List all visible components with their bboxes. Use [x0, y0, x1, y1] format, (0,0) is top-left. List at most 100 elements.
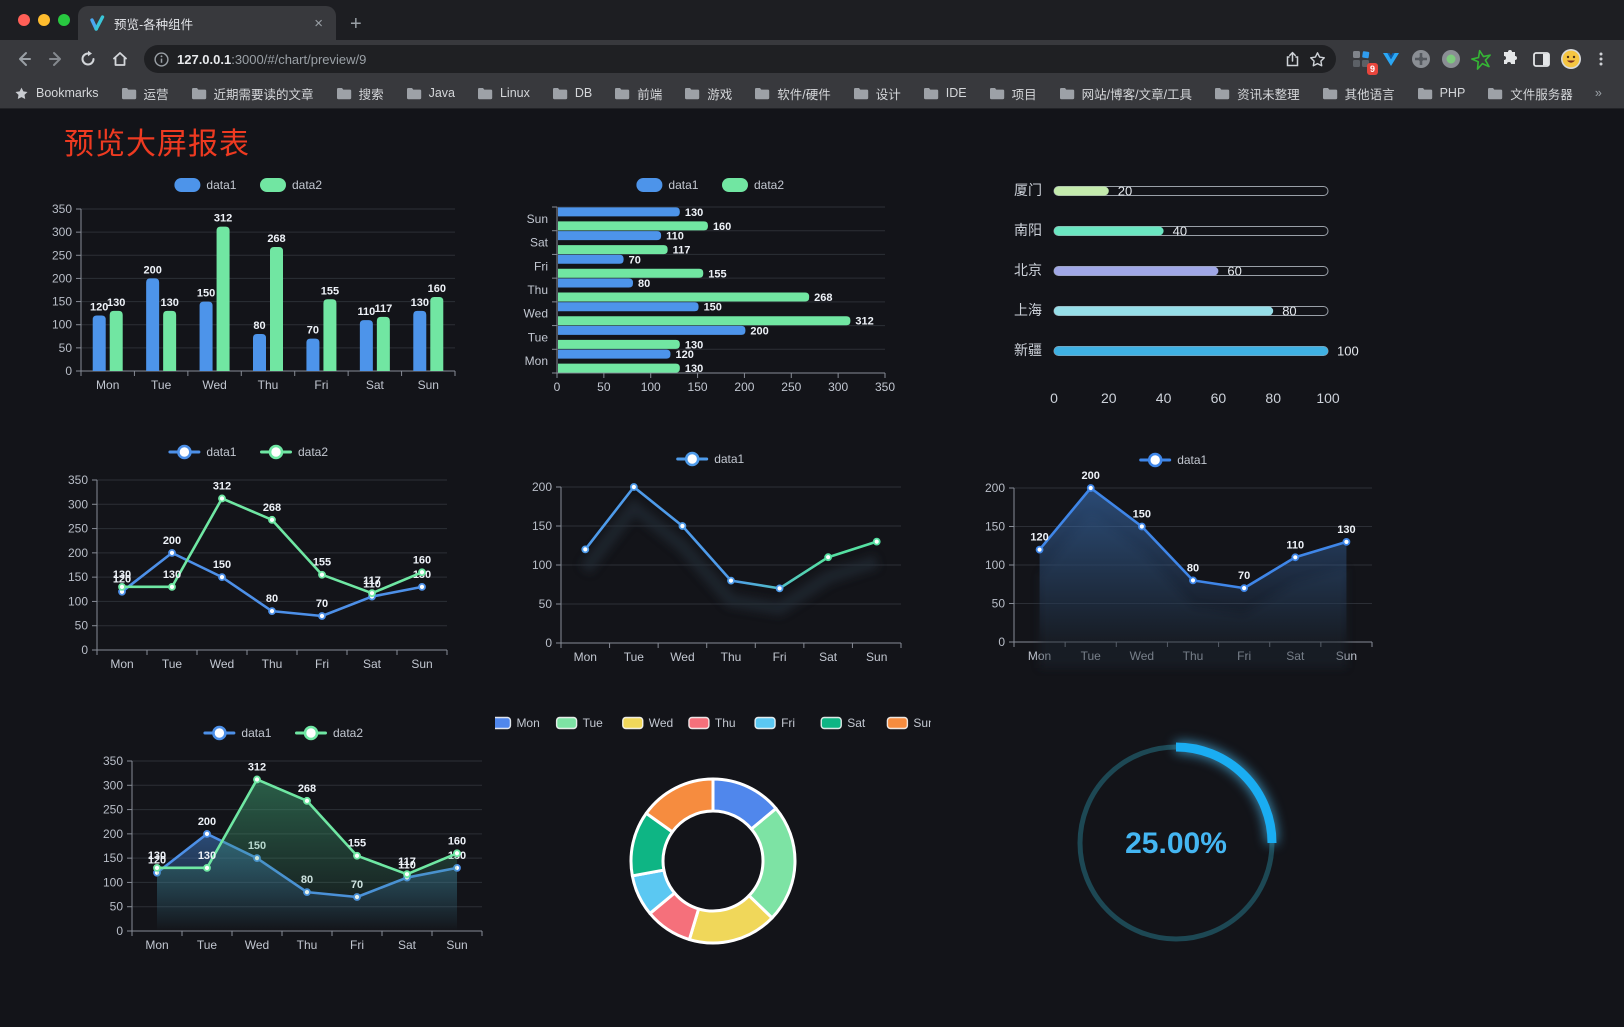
bookmark-folder-13[interactable]: 资讯未整理 — [1214, 84, 1300, 103]
dual-area-chart[interactable]: data1 data2 0 50 100 150 200 250 300 350 Mon Tue Wed… — [80, 717, 492, 970]
svg-text:Fri: Fri — [781, 716, 795, 730]
svg-text:Mon: Mon — [516, 716, 539, 730]
grouped-bar-chart[interactable]: data1 data2 0 50 100 150 200 250 300 350 Mon Tue Wed… — [33, 169, 469, 406]
reload-button[interactable] — [74, 45, 102, 73]
svg-text:200: 200 — [532, 480, 552, 494]
extension-record-icon[interactable] — [1438, 46, 1464, 72]
svg-text:250: 250 — [67, 521, 87, 535]
bookmark-folder-6[interactable]: 前端 — [614, 84, 662, 103]
svg-text:上海: 上海 — [1014, 302, 1042, 318]
bookmark-folder-3[interactable]: Java — [406, 86, 455, 100]
bookmarks-overflow-chevron[interactable]: » — [1594, 86, 1602, 100]
profile-avatar[interactable] — [1558, 46, 1584, 72]
svg-text:100: 100 — [1337, 344, 1359, 359]
svg-text:data1: data1 — [206, 445, 236, 459]
folder-icon — [477, 87, 493, 99]
url-path: :3000/#/chart/preview/9 — [231, 51, 367, 67]
minimize-window-button[interactable] — [38, 14, 50, 26]
svg-text:0: 0 — [116, 924, 123, 938]
svg-text:155: 155 — [312, 556, 330, 568]
svg-text:200: 200 — [734, 380, 754, 394]
bookmark-folder-12[interactable]: 网站/博客/文章/工具 — [1059, 84, 1192, 103]
extension-vue-devtools-icon[interactable] — [1378, 46, 1404, 72]
reload-icon — [81, 50, 95, 66]
bookmark-folder-8[interactable]: 软件/硬件 — [754, 84, 831, 103]
extension-tiles-icon[interactable]: 9 — [1348, 46, 1378, 75]
svg-text:Mon: Mon — [145, 938, 168, 952]
svg-text:Wed: Wed — [670, 650, 694, 664]
svg-text:70: 70 — [1238, 570, 1250, 582]
svg-text:Sat: Sat — [362, 657, 381, 671]
bookmark-folder-11[interactable]: 项目 — [989, 84, 1037, 103]
bookmarks-star-icon — [15, 87, 28, 99]
url-bar[interactable]: 127.0.0.1:3000/#/chart/preview/9 — [144, 45, 1336, 73]
folder-icon — [923, 87, 938, 99]
svg-text:data1: data1 — [206, 178, 236, 192]
bookmark-folder-16[interactable]: 文件服务器 — [1487, 84, 1573, 103]
svg-text:0: 0 — [998, 635, 1005, 649]
gradient-line-chart[interactable]: data1 0 50 100 150 200 Mon Tue Wed Thu Fri Sat Sun — [515, 443, 911, 682]
svg-text:268: 268 — [267, 233, 285, 245]
close-window-button[interactable] — [18, 14, 30, 26]
donut-pie-chart[interactable]: Mon Tue Wed Thu Fri Sat Sun — [489, 707, 935, 980]
bookmark-folder-15[interactable]: PHP — [1417, 86, 1465, 100]
progress-bar-chart[interactable]: 厦门 20 南阳 40 北京 60 上海 80 新疆 100 0 20 40 60 80 100 — [990, 169, 1362, 418]
svg-text:130: 130 — [1337, 523, 1355, 535]
bookmarks-root[interactable]: Bookmarks — [14, 86, 99, 101]
extension-green-star-icon[interactable] — [1468, 46, 1494, 72]
svg-text:350: 350 — [875, 380, 895, 394]
horizontal-bar-chart[interactable]: data1 data2 0 50 100 150 200 250 300 350 Mon 120 130… — [513, 169, 913, 408]
bookmark-folder-2[interactable]: 搜索 — [336, 84, 384, 103]
svg-text:80: 80 — [638, 278, 650, 290]
svg-text:Thu: Thu — [715, 716, 736, 730]
svg-text:北京: 北京 — [1014, 262, 1042, 278]
extensions-puzzle-icon[interactable] — [1498, 46, 1524, 72]
extension-circle-cross-icon[interactable] — [1408, 46, 1434, 72]
svg-text:70: 70 — [315, 598, 327, 610]
svg-text:250: 250 — [102, 802, 122, 816]
home-button[interactable] — [106, 45, 134, 73]
share-icon[interactable] — [1284, 51, 1301, 68]
browser-tab[interactable]: 预览-各种组件 × — [78, 6, 336, 40]
folder-icon — [191, 87, 206, 99]
svg-text:120: 120 — [90, 301, 108, 313]
bookmark-star-icon[interactable] — [1309, 51, 1326, 68]
new-tab-button[interactable]: + — [350, 13, 362, 35]
browser-menu-button[interactable] — [1588, 46, 1614, 72]
tab-close-button[interactable]: × — [314, 14, 323, 32]
bookmark-folder-1[interactable]: 近期需要读的文章 — [191, 84, 314, 103]
back-button[interactable] — [10, 45, 38, 73]
side-panel-icon[interactable] — [1528, 46, 1554, 72]
svg-text:Tue: Tue — [196, 938, 217, 952]
bookmark-folder-9[interactable]: 设计 — [853, 84, 901, 103]
svg-text:100: 100 — [102, 875, 122, 889]
svg-text:Wed: Wed — [202, 378, 226, 392]
svg-text:Sat: Sat — [847, 716, 866, 730]
bookmark-folder-5[interactable]: DB — [552, 86, 592, 100]
bookmark-folder-14[interactable]: 其他语言 — [1322, 84, 1395, 103]
svg-text:130: 130 — [112, 568, 130, 580]
svg-text:130: 130 — [162, 568, 180, 580]
svg-text:312: 312 — [247, 761, 265, 773]
svg-text:200: 200 — [67, 545, 87, 559]
svg-text:155: 155 — [708, 268, 726, 280]
svg-text:155: 155 — [320, 285, 338, 297]
svg-text:350: 350 — [51, 202, 71, 216]
svg-text:data1: data1 — [668, 178, 698, 192]
bookmarks-bar: Bookmarks 运营 近期需要读的文章 搜索 Java Linux DB 前端 游戏 软件/硬… — [0, 78, 1624, 109]
bookmark-folder-0[interactable]: 运营 — [121, 84, 169, 103]
zoom-window-button[interactable] — [58, 14, 70, 26]
svg-text:Sat: Sat — [530, 236, 549, 250]
page-title: 预览大屏报表 — [64, 128, 250, 161]
dual-line-chart[interactable]: data1 data2 0 50 100 150 200 250 300 350 Mon Tue Wed… — [45, 436, 457, 689]
svg-text:350: 350 — [102, 754, 122, 768]
svg-text:268: 268 — [297, 782, 315, 794]
forward-button[interactable] — [42, 45, 70, 73]
gauge-chart[interactable]: 25.00% — [1051, 716, 1301, 971]
tab-strip: 预览-各种组件 × + — [0, 0, 1624, 40]
bookmark-folder-4[interactable]: Linux — [477, 86, 530, 100]
bookmark-folder-10[interactable]: IDE — [923, 86, 967, 100]
bookmark-folder-7[interactable]: 游戏 — [684, 84, 732, 103]
svg-text:130: 130 — [147, 849, 165, 861]
single-area-chart[interactable]: data1 0 50 100 150 200 Mon Tue Wed Thu Fri Sat Sun 12… — [968, 444, 1384, 681]
